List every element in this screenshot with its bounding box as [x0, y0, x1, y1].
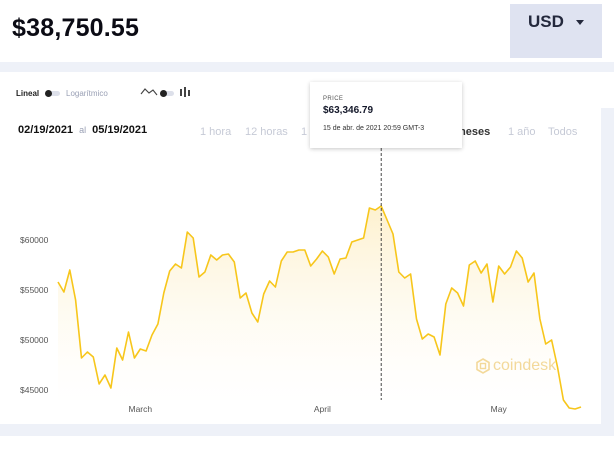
frame-divider-top — [0, 62, 614, 72]
date-from[interactable]: 02/19/2021 — [18, 124, 74, 136]
scale-linear-label[interactable]: Lineal — [16, 89, 40, 98]
currency-label: USD — [528, 12, 564, 31]
line-chart-icon[interactable] — [140, 86, 158, 98]
currency-dropdown[interactable]: USD — [510, 4, 602, 58]
frame-divider-bottom — [0, 424, 614, 436]
tooltip-price: $63,346.79 — [323, 105, 374, 116]
price-value: 38,750.55 — [26, 14, 140, 42]
tooltip-date: 15 de abr. de 2021 20:59 GMT-3 — [323, 125, 425, 132]
frame-divider-right-inner — [601, 108, 614, 424]
caret-down-icon — [576, 20, 584, 25]
x-tick-label: May — [491, 404, 508, 414]
chart-type-toggle-knob — [160, 90, 167, 97]
y-tick-label: $60000 — [20, 235, 49, 245]
price-area — [58, 206, 581, 409]
x-axis: March April May — [128, 404, 507, 414]
y-tick-label: $50000 — [20, 335, 49, 345]
coindesk-logo-icon — [476, 358, 490, 374]
period-months[interactable]: meses — [456, 126, 491, 138]
scale-log-label[interactable]: Logarítmico — [66, 89, 108, 98]
date-to[interactable]: 05/19/2021 — [92, 124, 148, 136]
tooltip-label: PRICE — [323, 96, 344, 102]
period-1h[interactable]: 1 hora — [200, 126, 232, 138]
scale-toggle-knob — [45, 90, 52, 97]
candlestick-chart-icon[interactable] — [179, 86, 191, 98]
period-12h[interactable]: 12 horas — [245, 126, 288, 138]
price-line — [57, 205, 582, 410]
y-tick-label: $55000 — [20, 285, 49, 295]
scale-toggle[interactable] — [45, 90, 60, 97]
chart-type-toggle[interactable] — [160, 90, 174, 97]
period-all[interactable]: Todos — [548, 126, 578, 138]
price-tooltip: PRICE $63,346.79 15 de abr. de 2021 20:5… — [310, 82, 462, 148]
x-tick-label: March — [128, 404, 152, 414]
period-1y[interactable]: 1 año — [508, 126, 536, 138]
date-separator: al — [79, 125, 87, 135]
y-tick-label: $45000 — [20, 385, 49, 395]
coindesk-logo-text: coindesk — [493, 357, 557, 374]
current-price: $38,750.55 — [12, 14, 139, 43]
price-symbol: $ — [12, 14, 27, 42]
y-axis: $60000 $55000 $50000 $45000 — [20, 235, 49, 395]
x-tick-label: April — [314, 404, 331, 414]
date-range[interactable]: 02/19/2021 al 05/19/2021 — [18, 124, 147, 136]
